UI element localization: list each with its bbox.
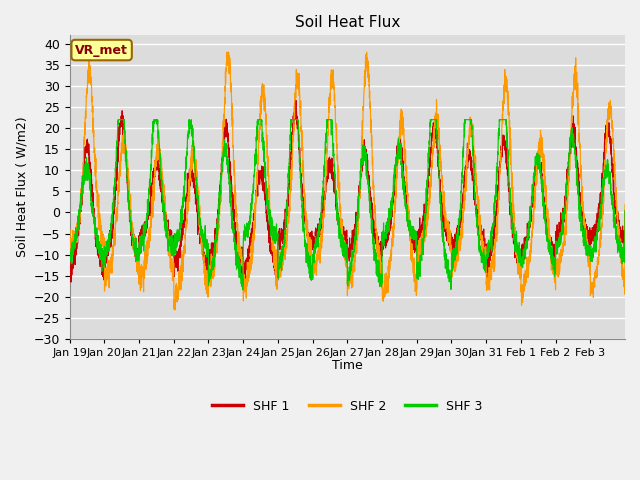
X-axis label: Time: Time	[332, 360, 363, 372]
Text: VR_met: VR_met	[76, 44, 128, 57]
Legend: SHF 1, SHF 2, SHF 3: SHF 1, SHF 2, SHF 3	[207, 395, 488, 418]
Title: Soil Heat Flux: Soil Heat Flux	[294, 15, 400, 30]
Y-axis label: Soil Heat Flux ( W/m2): Soil Heat Flux ( W/m2)	[15, 117, 28, 257]
